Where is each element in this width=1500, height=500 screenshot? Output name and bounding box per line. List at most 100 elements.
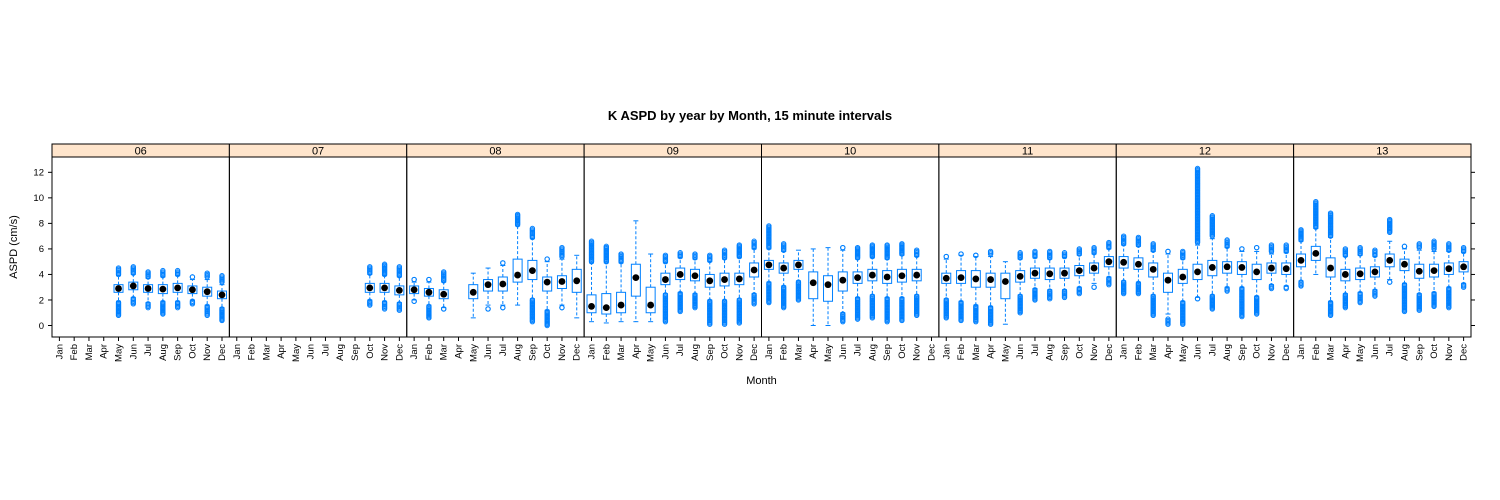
median-dot <box>381 284 388 292</box>
x-tick-label: Nov <box>557 344 568 361</box>
box-body <box>1355 267 1366 281</box>
median-dot <box>854 274 861 282</box>
box-body <box>645 286 656 314</box>
box-06-oct <box>187 274 198 307</box>
box-11-oct <box>1074 246 1085 297</box>
box-12-apr <box>1162 248 1173 327</box>
median-dot <box>440 290 448 298</box>
box-11-apr <box>985 248 996 327</box>
box-body <box>1192 263 1203 281</box>
box-body <box>1458 261 1469 273</box>
box-body <box>1118 256 1129 269</box>
box-08-dec <box>571 254 582 319</box>
outlier-high <box>1047 248 1053 255</box>
outlier-low <box>1076 285 1082 292</box>
x-tick-label: Mar <box>793 344 804 360</box>
median-dot <box>1164 276 1172 284</box>
x-tick-label: May <box>1000 344 1011 362</box>
outlier-low <box>751 292 757 298</box>
outlier-high <box>1106 239 1112 246</box>
median-dot <box>1046 270 1054 278</box>
outlier-low <box>1372 288 1378 294</box>
x-tick-label: Aug <box>158 344 169 361</box>
outlier-low <box>1135 280 1142 287</box>
box-body <box>542 276 553 292</box>
box-09-sep <box>704 252 715 327</box>
panel-frame <box>938 156 1117 338</box>
median-dot <box>1445 265 1453 273</box>
median-dot <box>1016 272 1024 280</box>
median-dot <box>144 285 152 292</box>
box-body <box>379 282 390 293</box>
median-dot <box>1371 268 1379 276</box>
x-tick-label: Mar <box>84 344 95 360</box>
box-body <box>852 271 863 284</box>
x-tick-label: Mar <box>1326 344 1337 360</box>
x-tick-label: Jul <box>320 344 331 356</box>
outlier-high <box>115 265 122 271</box>
outlier-high <box>1446 241 1452 247</box>
outlier-low <box>1342 292 1349 298</box>
outlier-low <box>780 284 787 290</box>
panel-frame <box>51 156 230 338</box>
median-dot <box>987 276 995 283</box>
box-13-may <box>1355 244 1366 306</box>
box-13-jul <box>1384 216 1395 285</box>
x-tick-label: Aug <box>1222 344 1233 361</box>
x-tick-label: Nov <box>202 344 213 361</box>
panel-strip-label: 06 <box>135 146 147 158</box>
outlier-high <box>721 247 728 253</box>
outlier-high <box>1313 198 1319 205</box>
x-tick-label: Apr <box>631 344 642 359</box>
box-12-dec <box>1281 242 1292 292</box>
box-body <box>1207 259 1218 277</box>
x-tick-label: Dec <box>1459 344 1470 361</box>
outlier-low <box>426 303 432 310</box>
x-tick-label: May <box>291 344 302 362</box>
box-body <box>527 259 538 281</box>
outlier-low <box>973 303 979 310</box>
median-dot <box>129 282 137 290</box>
x-tick-label: Nov <box>1266 344 1277 361</box>
box-body <box>1310 245 1321 261</box>
outlier-high <box>160 267 166 274</box>
box-body <box>1015 270 1026 283</box>
box-07-dec <box>394 264 405 313</box>
box-12-may <box>1177 248 1188 327</box>
box-body <box>1399 258 1410 272</box>
panel-frame <box>761 156 940 338</box>
box-11-may <box>1000 261 1011 325</box>
box-09-aug <box>689 251 700 311</box>
outlier-low <box>1268 283 1275 289</box>
outlier-low <box>721 298 728 304</box>
box-08-sep <box>527 225 538 325</box>
outlier-low <box>1239 285 1245 292</box>
box-body <box>1029 267 1040 279</box>
box-body <box>601 293 612 315</box>
box-12-jun <box>1192 165 1203 302</box>
box-body <box>409 285 420 295</box>
box-10-oct <box>896 241 907 324</box>
panel-strip-label: 10 <box>844 146 856 158</box>
outlier-low <box>707 298 713 304</box>
outlier-low <box>441 306 447 312</box>
outlier-low <box>884 296 890 302</box>
box-09-jun <box>660 252 671 325</box>
median-dot <box>750 266 758 274</box>
box-08-oct <box>542 256 553 329</box>
box-body <box>1059 267 1070 279</box>
x-tick-label: Sep <box>1414 344 1425 361</box>
box-body <box>143 284 154 293</box>
x-tick-label: Feb <box>956 344 967 360</box>
median-dot <box>1460 263 1468 271</box>
outlier-low <box>189 298 196 304</box>
outlier-low <box>1120 279 1127 285</box>
median-dot <box>1430 267 1438 275</box>
x-tick-label: Jun <box>128 344 139 359</box>
outlier-low <box>1180 299 1186 306</box>
box-11-mar <box>970 252 981 325</box>
x-tick-label: Apr <box>1340 344 1351 359</box>
median-dot <box>499 280 507 288</box>
outlier-high <box>766 223 772 229</box>
x-tick-label: Jun <box>1015 344 1026 359</box>
